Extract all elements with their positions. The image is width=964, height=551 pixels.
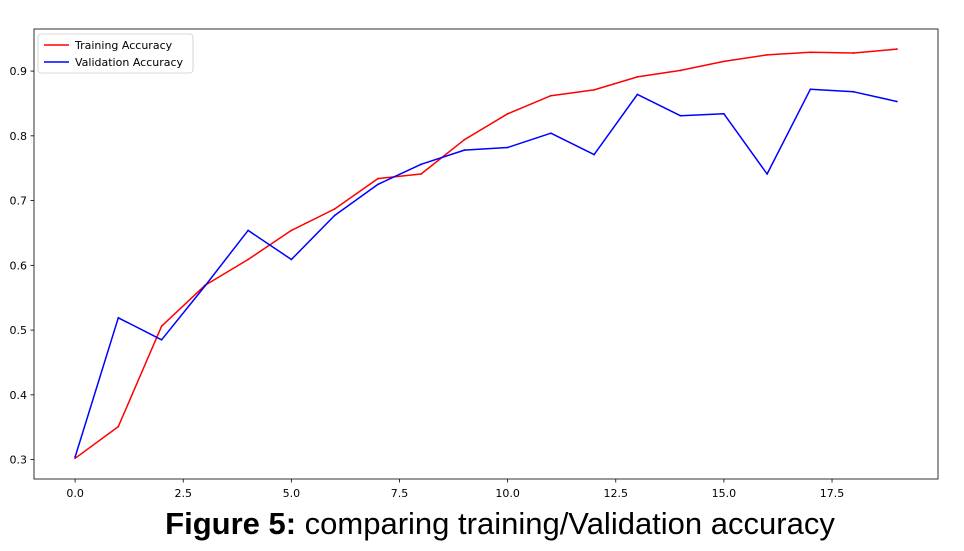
data-point-training-accuracy bbox=[247, 258, 250, 261]
series-line-validation-accuracy bbox=[74, 88, 898, 458]
data-point-validation-accuracy bbox=[852, 90, 855, 93]
data-point-training-accuracy bbox=[333, 208, 336, 210]
x-tick-label: 7.5 bbox=[391, 487, 409, 500]
x-tick-label: 0.0 bbox=[66, 487, 84, 500]
y-tick-label: 0.7 bbox=[10, 195, 28, 208]
data-point-training-accuracy bbox=[74, 457, 76, 460]
data-point-validation-accuracy bbox=[809, 88, 812, 91]
x-tick-label: 15.0 bbox=[712, 487, 737, 500]
figure-caption-label: Figure 5: bbox=[165, 506, 297, 541]
data-point-validation-accuracy bbox=[160, 338, 163, 341]
x-axis: 0.0 2.5 5.0 7.5 10.0 12.5 15.0 17.5 bbox=[66, 479, 844, 500]
data-point-validation-accuracy bbox=[247, 229, 250, 232]
data-point-training-accuracy bbox=[636, 76, 639, 78]
y-tick-label: 0.9 bbox=[10, 65, 28, 78]
x-tick-label: 12.5 bbox=[604, 487, 629, 500]
data-point-training-accuracy bbox=[722, 60, 725, 63]
data-point-validation-accuracy bbox=[636, 93, 639, 96]
data-point-validation-accuracy bbox=[463, 149, 466, 151]
data-point-training-accuracy bbox=[896, 48, 898, 50]
data-point-validation-accuracy bbox=[333, 214, 336, 217]
y-tick-label: 0.5 bbox=[10, 324, 28, 337]
data-point-validation-accuracy bbox=[766, 173, 769, 175]
data-point-validation-accuracy bbox=[203, 285, 206, 287]
data-point-training-accuracy bbox=[852, 52, 855, 54]
legend-label-training: Training Accuracy bbox=[74, 39, 173, 52]
data-point-validation-accuracy bbox=[74, 456, 76, 458]
plot-area-frame bbox=[33, 28, 939, 480]
data-point-validation-accuracy bbox=[420, 163, 423, 166]
data-point-training-accuracy bbox=[809, 51, 812, 54]
series-line-training-accuracy bbox=[74, 48, 897, 459]
y-tick-label: 0.3 bbox=[10, 454, 28, 467]
data-point-training-accuracy bbox=[506, 112, 509, 115]
data-point-validation-accuracy bbox=[290, 258, 293, 261]
data-point-training-accuracy bbox=[290, 229, 293, 232]
x-tick-label: 5.0 bbox=[283, 487, 301, 500]
data-point-validation-accuracy bbox=[722, 112, 725, 115]
series-layer bbox=[74, 48, 898, 460]
y-tick-label: 0.6 bbox=[10, 259, 28, 272]
y-axis: 0.3 0.4 0.5 0.6 0.7 0.8 0.9 bbox=[10, 65, 34, 467]
data-point-training-accuracy bbox=[549, 94, 552, 97]
data-point-training-accuracy bbox=[117, 425, 120, 428]
data-point-validation-accuracy bbox=[679, 114, 682, 117]
data-point-validation-accuracy bbox=[896, 100, 898, 103]
x-tick-label: 2.5 bbox=[174, 487, 192, 500]
legend-label-validation: Validation Accuracy bbox=[75, 56, 184, 69]
data-point-validation-accuracy bbox=[117, 316, 120, 319]
legend: Training Accuracy Validation Accuracy bbox=[37, 33, 194, 74]
data-point-training-accuracy bbox=[593, 88, 596, 91]
data-point-training-accuracy bbox=[160, 325, 163, 328]
x-tick-label: 10.0 bbox=[495, 487, 520, 500]
data-point-validation-accuracy bbox=[549, 132, 552, 135]
data-point-training-accuracy bbox=[376, 177, 379, 180]
figure-caption-text: comparing training/Validation accuracy bbox=[296, 506, 835, 541]
data-point-validation-accuracy bbox=[506, 146, 509, 149]
data-point-training-accuracy bbox=[463, 138, 466, 141]
accuracy-line-chart: 0.0 2.5 5.0 7.5 10.0 12.5 15.0 17.5 0.30.40.50.… bbox=[10, 28, 939, 500]
data-point-validation-accuracy bbox=[376, 183, 379, 186]
y-tick-label: 0.4 bbox=[10, 389, 28, 402]
data-point-training-accuracy bbox=[420, 173, 423, 175]
data-point-training-accuracy bbox=[766, 53, 769, 56]
data-point-validation-accuracy bbox=[593, 153, 596, 156]
figure-caption: Figure 5: comparing training/Validation … bbox=[0, 506, 964, 542]
legend-box bbox=[37, 33, 194, 74]
x-tick-label: 17.5 bbox=[820, 487, 845, 500]
data-point-training-accuracy bbox=[679, 69, 682, 72]
y-tick-label: 0.8 bbox=[10, 130, 28, 143]
